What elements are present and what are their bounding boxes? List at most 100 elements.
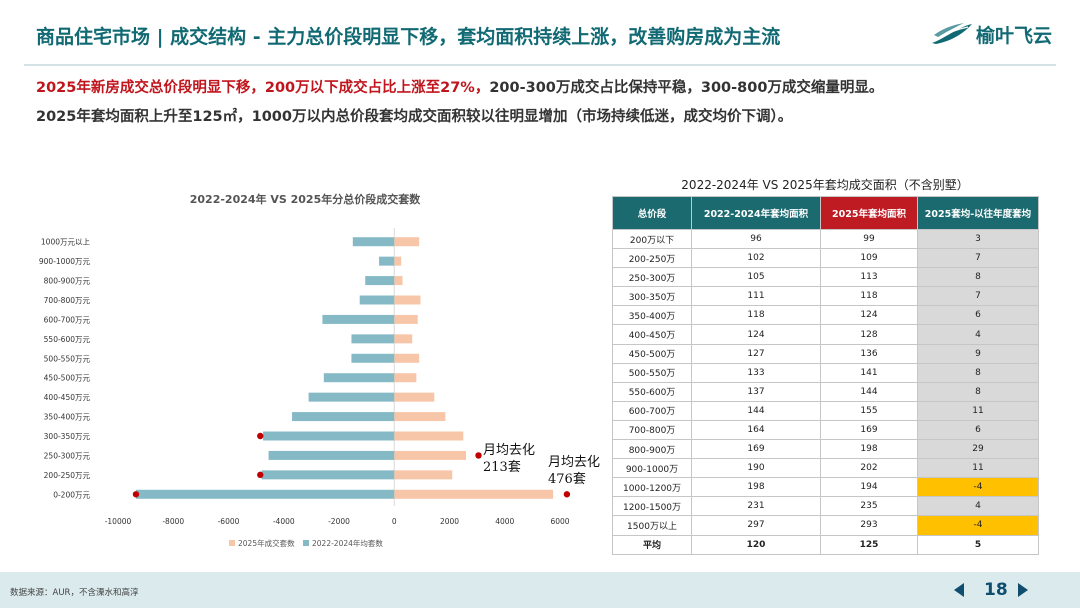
next-page-icon[interactable] <box>1017 583 1028 597</box>
area-diff-cell: 7 <box>917 286 1039 307</box>
prev-area-cell: 111 <box>691 286 821 307</box>
bar-2025 <box>394 412 446 422</box>
x-tick-label: -8000 <box>162 517 184 526</box>
legend-swatch-2022-2024 <box>303 540 309 546</box>
price-band-cell: 400-450万 <box>612 324 692 345</box>
area-2025-cell: 124 <box>820 305 918 326</box>
highlight-marker <box>257 471 264 479</box>
area-diff-cell: -4 <box>917 477 1039 498</box>
slide-title: 商品住宅市场 | 成交结构 - 主力总价段明显下移，套均面积持续上涨，改善购房成… <box>36 26 781 48</box>
logo-text: 榆叶飞云 <box>976 24 1053 47</box>
bar-2022-2024 <box>308 392 395 402</box>
bar-2025 <box>394 373 417 383</box>
area-2025-cell: 99 <box>820 228 918 250</box>
prev-area-cell: 144 <box>691 400 821 421</box>
area-2025-cell: 141 <box>820 362 918 383</box>
bar-2025 <box>394 314 418 324</box>
bar-2022-2024 <box>322 314 395 324</box>
prev-area-cell: 231 <box>691 496 821 517</box>
prev-area-cell: 124 <box>691 324 821 345</box>
header-divider <box>24 64 1056 66</box>
prev-area-cell: 164 <box>691 419 821 441</box>
slide-footer: 数据来源：AUR，不含溧水和高淳 18 <box>0 572 1080 608</box>
bar-2022-2024 <box>323 373 395 383</box>
category-label: 300-350万元 <box>44 432 91 441</box>
legend-swatch-2025 <box>229 540 235 546</box>
category-label: 550-600万元 <box>44 335 91 344</box>
prev-area-cell: 198 <box>691 477 821 498</box>
x-tick-label: 6000 <box>550 517 569 526</box>
average-prev-area-cell: 120 <box>691 534 821 555</box>
header-price-band: 总价段 <box>612 196 692 230</box>
area-2025-cell: 202 <box>820 458 918 479</box>
annotation-label: 月均去化 <box>483 443 535 458</box>
price-band-cell: 1200-1500万 <box>612 496 692 517</box>
bar-2025 <box>394 431 464 441</box>
category-label: 900-1000万元 <box>39 257 91 266</box>
average-price-band-cell: 平均 <box>612 534 692 555</box>
area-diff-cell: -4 <box>917 515 1039 536</box>
area-diff-cell: 8 <box>917 267 1039 288</box>
data-source-note: 数据来源：AUR，不含溧水和高淳 <box>10 588 139 598</box>
previous-page-icon[interactable] <box>954 583 964 597</box>
price-band-cell: 900-1000万 <box>612 458 692 479</box>
bar-2025 <box>394 470 453 480</box>
table-row: 900-1000万 190 202 11 <box>612 458 1039 479</box>
legend-label-2022-2024: 2022-2024年均套数 <box>312 538 383 548</box>
area-comparison-table: 总价段 2022-2024年套均面积 2025年套均面积 2025套均-以往年度… <box>612 196 1039 555</box>
area-2025-cell: 198 <box>820 439 918 460</box>
category-label: 600-700万元 <box>44 315 91 324</box>
summary-line-1: 2025年新房成交总价段明显下移，200万以下成交占比上涨至27%，200-30… <box>36 74 1056 103</box>
table-row: 450-500万 127 136 9 <box>612 343 1039 364</box>
area-diff-cell: 11 <box>917 458 1039 479</box>
bar-2022-2024 <box>261 470 395 480</box>
annotation-value: 476套 <box>548 471 586 487</box>
table-row: 300-350万 111 118 7 <box>612 286 1039 307</box>
x-tick-label: -4000 <box>273 517 295 526</box>
price-band-cell: 1500万以上 <box>612 515 692 536</box>
bar-2025 <box>394 256 402 266</box>
prev-area-cell: 169 <box>691 439 821 460</box>
prev-area-cell: 118 <box>691 305 821 326</box>
table-row: 250-300万 105 113 8 <box>612 267 1039 288</box>
company-logo: 榆叶飞云 <box>930 18 1052 50</box>
summary-line-1-rest: 200-300万成交占比保持平稳，300-800万成交缩量明显。 <box>489 80 884 96</box>
price-band-cell: 300-350万 <box>612 286 692 307</box>
annotation-value: 213套 <box>483 459 521 475</box>
table-row: 200-250万 102 109 7 <box>612 248 1039 269</box>
area-diff-cell: 8 <box>917 362 1039 383</box>
page-number: 18 <box>984 580 1008 600</box>
area-2025-cell: 194 <box>820 477 918 498</box>
area-2025-cell: 109 <box>820 248 918 269</box>
category-label: 400-450万元 <box>44 393 91 402</box>
prev-area-cell: 127 <box>691 343 821 364</box>
bar-2022-2024 <box>351 353 395 363</box>
area-2025-cell: 136 <box>820 343 918 364</box>
bar-2022-2024 <box>365 276 395 286</box>
price-band-cell: 350-400万 <box>612 305 692 326</box>
highlight-marker <box>563 491 571 498</box>
table-row: 600-700万 144 155 11 <box>612 400 1039 421</box>
slide-header: 商品住宅市场 | 成交结构 - 主力总价段明显下移，套均面积持续上涨，改善购房成… <box>0 0 1080 66</box>
table-row: 550-600万 137 144 8 <box>612 381 1039 402</box>
table-row: 500-550万 133 141 8 <box>612 362 1039 383</box>
area-diff-cell: 8 <box>917 381 1039 402</box>
bar-2022-2024 <box>359 295 395 305</box>
price-band-cell: 550-600万 <box>612 381 692 402</box>
category-label: 250-300万元 <box>44 451 91 460</box>
area-diff-cell: 3 <box>917 228 1039 250</box>
bar-2025 <box>394 392 435 402</box>
bar-2022-2024 <box>352 237 395 247</box>
category-label: 0-200万元 <box>53 490 90 499</box>
highlight-marker <box>132 491 140 498</box>
prev-area-cell: 137 <box>691 381 821 402</box>
bar-2025 <box>394 450 467 460</box>
prev-area-cell: 297 <box>691 515 821 536</box>
price-band-cell: 1000-1200万 <box>612 477 692 498</box>
bar-2022-2024 <box>135 489 395 499</box>
table-row: 200万以下 96 99 3 <box>612 228 1039 250</box>
x-tick-label: 0 <box>392 517 397 526</box>
area-2025-cell: 169 <box>820 419 918 441</box>
area-diff-cell: 6 <box>917 305 1039 326</box>
area-diff-cell: 29 <box>917 439 1039 460</box>
